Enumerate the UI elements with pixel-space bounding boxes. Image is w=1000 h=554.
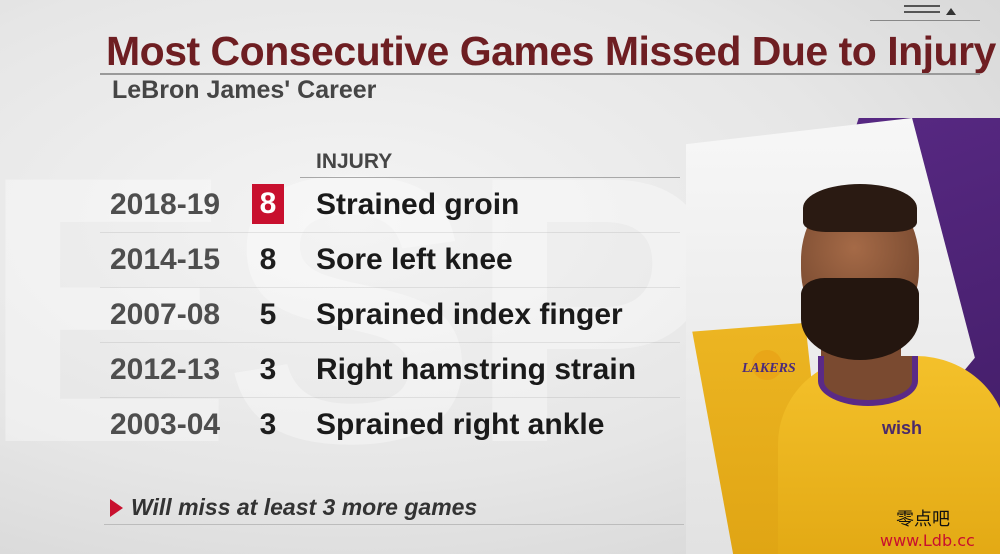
season-cell: 2018-19 [110, 188, 221, 221]
games-missed-cell: 3 [259, 408, 277, 441]
basketball-icon [752, 350, 782, 380]
player-hair [803, 184, 917, 232]
season-cell: 2012-13 [110, 353, 221, 386]
table-row: 2003-04 3 Sprained right ankle [0, 398, 700, 453]
column-header-divider [300, 177, 680, 178]
games-missed-cell: 8 [259, 243, 277, 276]
triangle-icon [946, 8, 956, 15]
table-row: 2018-19 8 Strained groin [0, 178, 700, 233]
footnote-text: Will miss at least 3 more games [131, 494, 478, 520]
injury-cell: Sprained right ankle [316, 408, 605, 441]
jersey-sponsor-text: wish [882, 418, 923, 438]
lakers-logo: LAKERS [742, 350, 796, 382]
player-photo-panel: wish [686, 118, 1000, 554]
jersey-collar [818, 356, 918, 406]
site-watermark-url: www.Ldb.cc [880, 531, 975, 550]
title-divider [100, 73, 980, 75]
table-row: 2007-08 5 Sprained index finger [0, 288, 700, 343]
injury-cell: Sore left knee [316, 243, 513, 276]
broadcast-top-bar [870, 0, 980, 22]
injury-cell: Right hamstring strain [316, 353, 637, 386]
play-arrow-icon [110, 498, 123, 517]
season-cell: 2014-15 [110, 243, 221, 276]
top-rule [870, 20, 980, 21]
injury-cell: Sprained index finger [316, 298, 623, 331]
graphic-title: Most Consecutive Games Missed Due to Inj… [106, 28, 996, 74]
player-beard [801, 278, 919, 360]
season-cell: 2003-04 [110, 408, 221, 441]
injury-column-header: INJURY [316, 150, 393, 173]
footnote: Will miss at least 3 more games [110, 494, 477, 521]
footnote-divider [104, 524, 684, 525]
graphic-subtitle: LeBron James' Career [112, 76, 377, 104]
season-cell: 2007-08 [110, 298, 221, 331]
games-missed-cell: 3 [259, 353, 277, 386]
games-missed-cell-highlighted: 8 [252, 184, 284, 224]
lakers-logo-text: LAKERS [742, 361, 796, 376]
table-row: 2012-13 3 Right hamstring strain [0, 343, 700, 398]
injury-cell: Strained groin [316, 188, 520, 221]
site-watermark-text: 零点吧 [896, 509, 950, 530]
games-missed-cell: 5 [259, 298, 277, 331]
table-row: 2014-15 8 Sore left knee [0, 233, 700, 288]
